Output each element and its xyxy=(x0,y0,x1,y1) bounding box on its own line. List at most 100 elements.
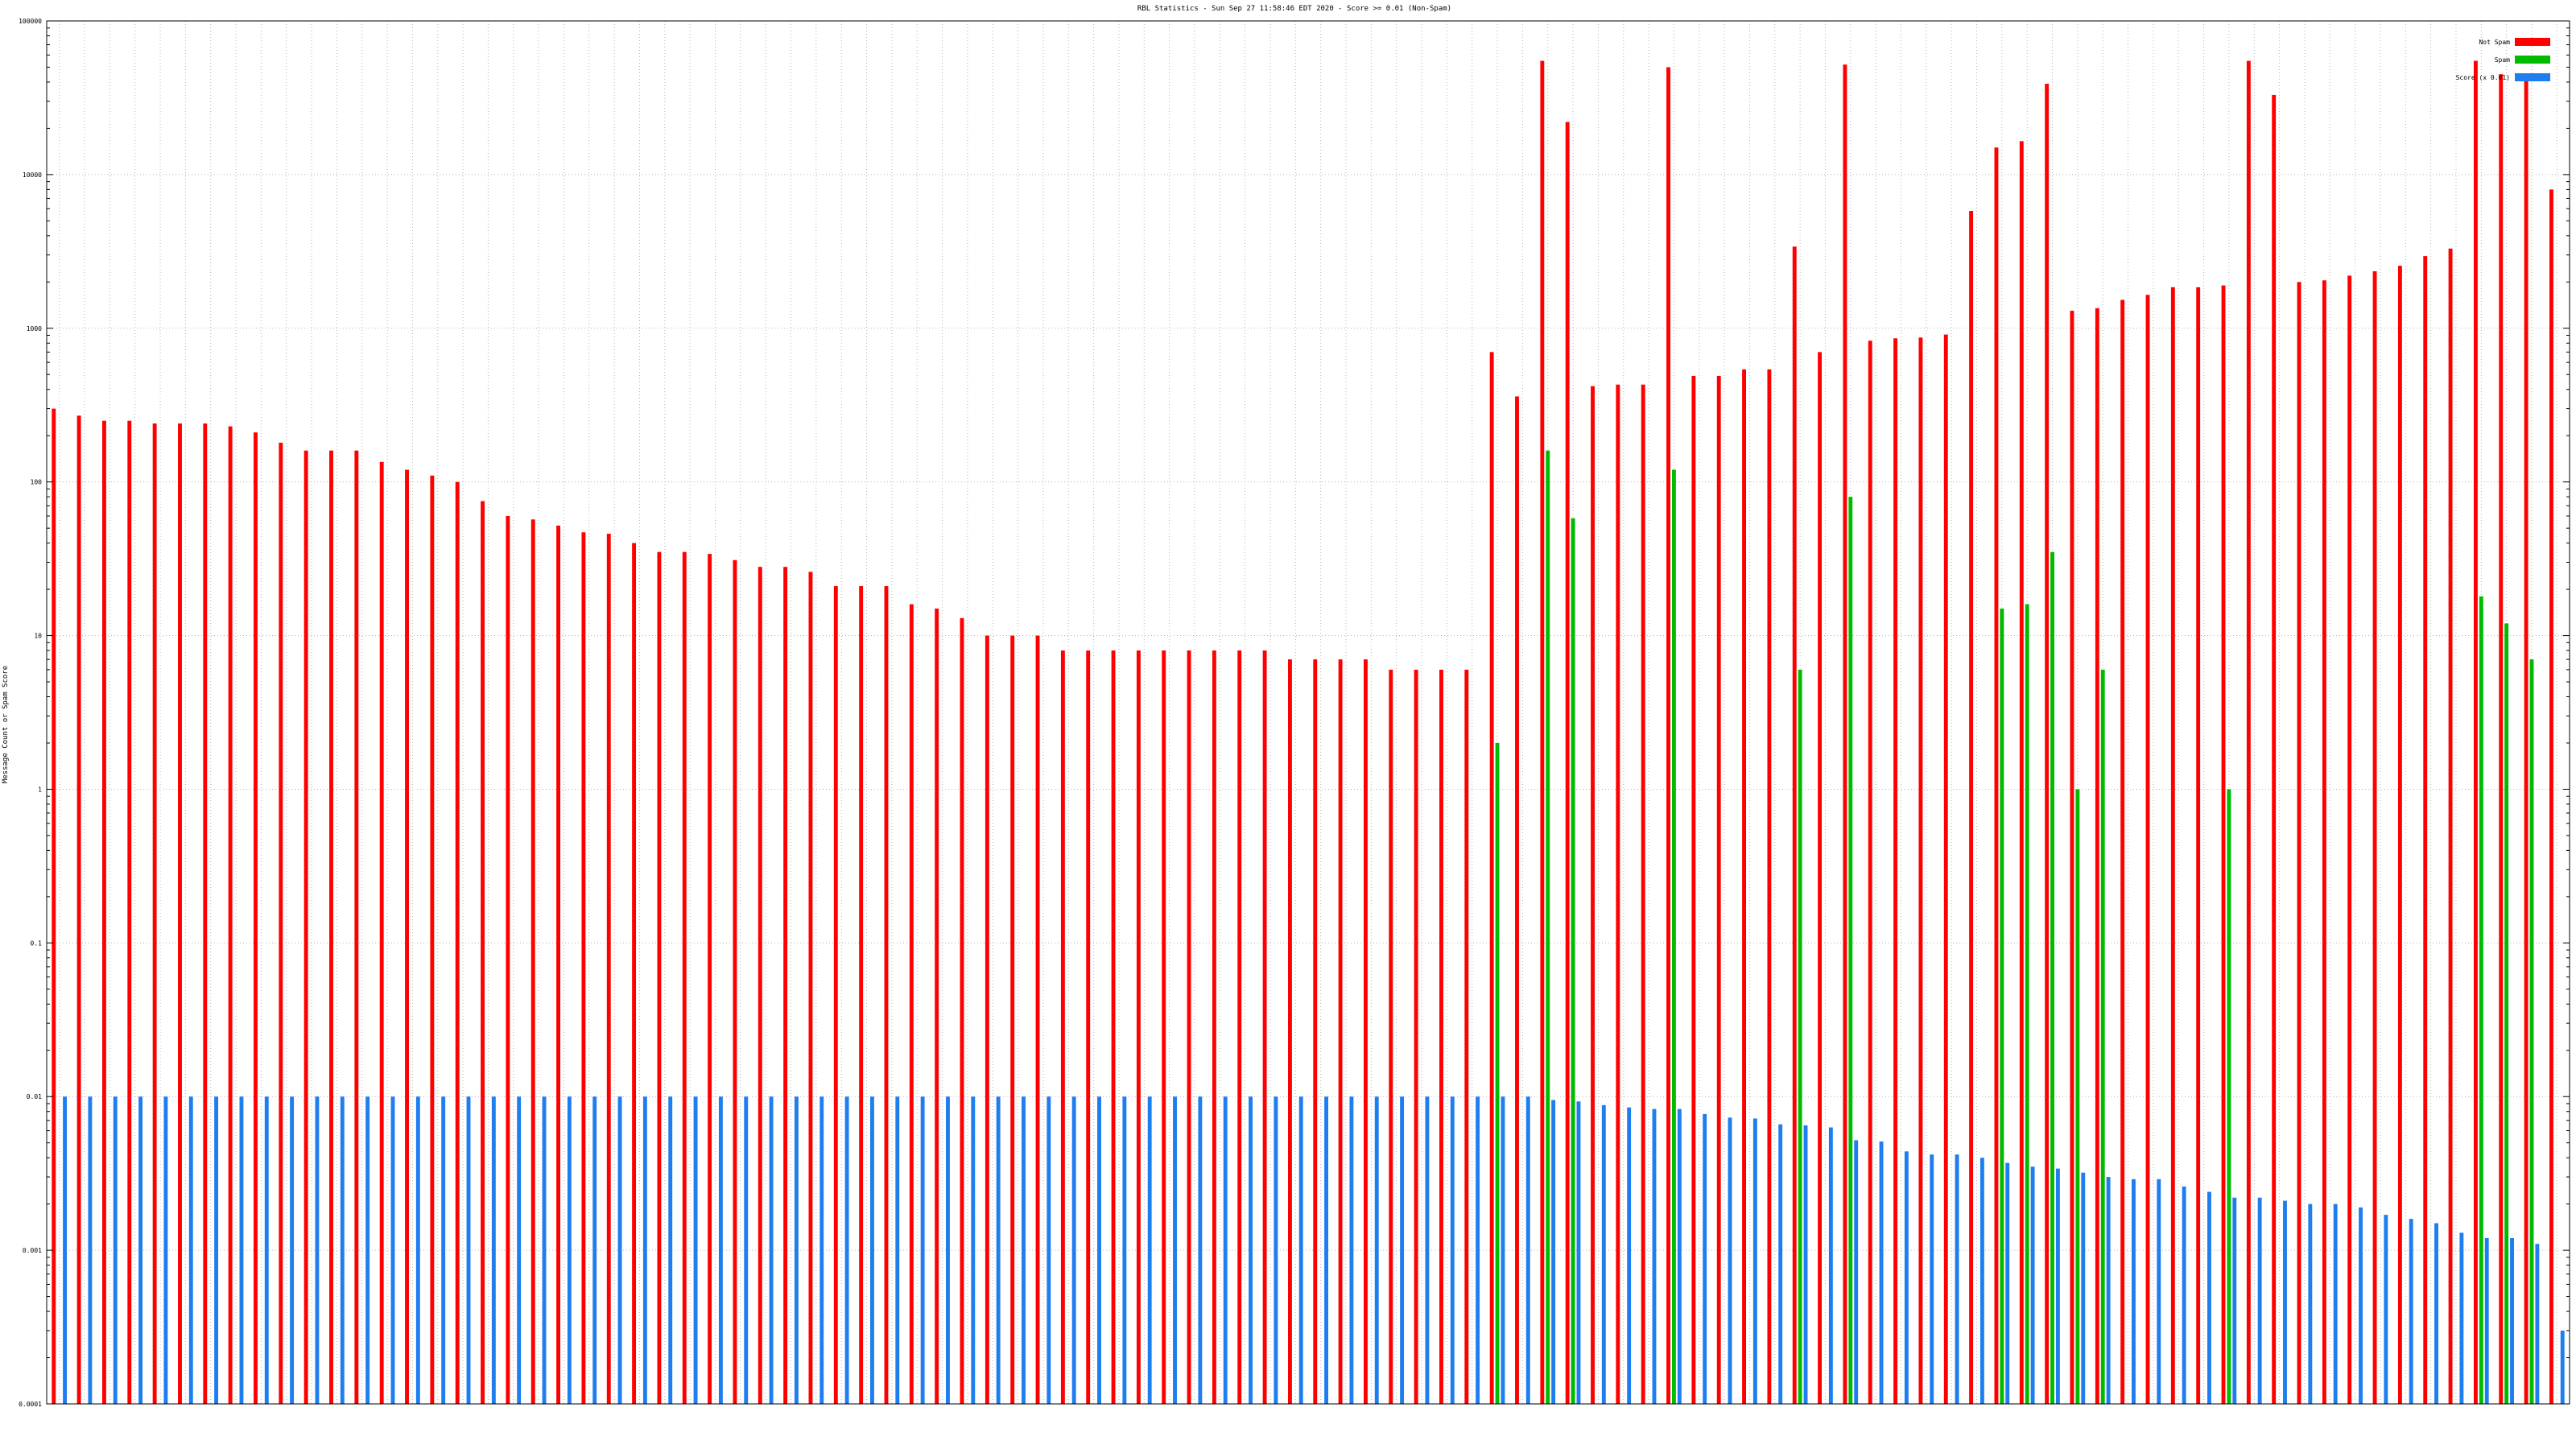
bar-score-x-0-01 xyxy=(1071,1096,1076,1404)
bar-not-spam xyxy=(2145,295,2150,1405)
bar-not-spam xyxy=(254,432,258,1404)
bar-not-spam xyxy=(1035,635,1040,1404)
y-tick-label: 1 xyxy=(38,786,42,793)
bar-not-spam xyxy=(1716,375,1721,1404)
bar-not-spam xyxy=(481,501,485,1404)
bar-score-x-0-01 xyxy=(794,1096,799,1404)
bar-score-x-0-01 xyxy=(1298,1096,1303,1404)
bar-score-x-0-01 xyxy=(1173,1096,1177,1404)
legend-label: Spam xyxy=(2495,56,2510,64)
bar-not-spam xyxy=(960,617,964,1404)
bar-not-spam xyxy=(2120,299,2125,1405)
y-tick-label: 10000 xyxy=(23,171,42,179)
bar-score-x-0-01 xyxy=(188,1096,193,1404)
bar-not-spam xyxy=(1364,659,1368,1404)
bar-not-spam xyxy=(1641,384,1645,1404)
bar-not-spam xyxy=(2070,311,2074,1405)
y-tick-label: 10 xyxy=(34,633,42,640)
bar-spam xyxy=(1495,742,1500,1404)
bar-score-x-0-01 xyxy=(542,1096,547,1404)
bar-score-x-0-01 xyxy=(1324,1096,1329,1404)
bar-not-spam xyxy=(1136,650,1141,1404)
bar-not-spam xyxy=(2397,266,2402,1404)
bar-not-spam xyxy=(2170,287,2175,1405)
bar-spam xyxy=(2025,604,2029,1404)
bar-not-spam xyxy=(556,525,561,1405)
bar-score-x-0-01 xyxy=(2106,1177,2111,1404)
bar-score-x-0-01 xyxy=(819,1096,824,1404)
bar-not-spam xyxy=(52,408,56,1405)
bar-not-spam xyxy=(1086,650,1091,1404)
bar-score-x-0-01 xyxy=(390,1096,395,1404)
chart-title: RBL Statistics - Sun Sep 27 11:58:46 EDT… xyxy=(1137,5,1451,13)
bar-not-spam xyxy=(632,543,637,1405)
bar-score-x-0-01 xyxy=(1627,1107,1632,1404)
bar-score-x-0-01 xyxy=(869,1096,874,1404)
bar-not-spam xyxy=(1843,64,1847,1405)
bar-not-spam xyxy=(2423,256,2428,1404)
bar-not-spam xyxy=(1969,211,1974,1404)
bar-not-spam xyxy=(329,450,333,1405)
bar-not-spam xyxy=(682,551,687,1405)
bar-score-x-0-01 xyxy=(113,1096,118,1404)
bar-spam xyxy=(1571,518,1575,1404)
bar-not-spam xyxy=(1313,659,1318,1404)
y-tick-labels: 0.0001 0.001 0.01 0.1 1 10 100 1000 10000 100000 xyxy=(19,18,42,1408)
bar-not-spam xyxy=(758,567,762,1405)
bar-not-spam xyxy=(455,481,460,1404)
bar-score-x-0-01 xyxy=(1576,1101,1581,1404)
bar-not-spam xyxy=(1540,60,1545,1404)
bar-score-x-0-01 xyxy=(2359,1207,2363,1404)
bar-not-spam xyxy=(1893,338,1898,1405)
bar-score-x-0-01 xyxy=(1677,1108,1682,1404)
bar-spam xyxy=(2504,623,2509,1404)
bar-score-x-0-01 xyxy=(214,1096,219,1404)
bar-score-x-0-01 xyxy=(63,1096,68,1404)
bar-not-spam xyxy=(2448,248,2453,1405)
legend-label: Score (x 0.01) xyxy=(2456,74,2510,81)
bar-not-spam xyxy=(152,423,157,1404)
bar-score-x-0-01 xyxy=(1274,1096,1278,1404)
bar-not-spam xyxy=(2499,74,2504,1404)
bar-not-spam xyxy=(859,586,864,1404)
bar-not-spam xyxy=(405,469,409,1405)
legend-label: Not Spam xyxy=(2479,39,2510,46)
bar-score-x-0-01 xyxy=(693,1096,698,1404)
bar-not-spam xyxy=(808,572,813,1404)
bar-score-x-0-01 xyxy=(1400,1096,1405,1404)
bar-not-spam xyxy=(1767,369,1772,1404)
bar-score-x-0-01 xyxy=(946,1096,950,1404)
bar-spam xyxy=(2100,669,2105,1404)
bar-score-x-0-01 xyxy=(1728,1117,1732,1404)
bar-score-x-0-01 xyxy=(844,1096,849,1404)
bar-not-spam xyxy=(733,559,737,1405)
bar-score-x-0-01 xyxy=(2510,1237,2514,1404)
bar-score-x-0-01 xyxy=(1525,1096,1530,1404)
bar-score-x-0-01 xyxy=(517,1096,522,1404)
bar-not-spam xyxy=(1616,384,1620,1404)
y-tick-label: 100000 xyxy=(19,18,42,25)
bar-spam xyxy=(2479,596,2483,1404)
bar-score-x-0-01 xyxy=(1501,1096,1505,1404)
bar-spam xyxy=(2075,789,2080,1404)
bar-not-spam xyxy=(228,426,233,1404)
bar-score-x-0-01 xyxy=(642,1096,647,1404)
bar-score-x-0-01 xyxy=(415,1096,420,1404)
bar-score-x-0-01 xyxy=(592,1096,597,1404)
bar-not-spam xyxy=(178,423,182,1404)
bar-score-x-0-01 xyxy=(2005,1162,2010,1404)
bar-not-spam xyxy=(708,554,712,1405)
bar-score-x-0-01 xyxy=(2283,1200,2287,1404)
bar-not-spam xyxy=(1742,369,1747,1404)
bar-not-spam xyxy=(279,442,283,1404)
bar-not-spam xyxy=(1414,669,1418,1404)
bar-not-spam xyxy=(2221,285,2226,1405)
bar-score-x-0-01 xyxy=(1551,1100,1556,1404)
bar-not-spam xyxy=(1162,650,1166,1404)
y-tick-label: 100 xyxy=(31,479,43,486)
bar-score-x-0-01 xyxy=(1979,1158,1984,1404)
bar-score-x-0-01 xyxy=(491,1096,496,1404)
bar-score-x-0-01 xyxy=(668,1096,673,1404)
bar-not-spam xyxy=(1464,669,1469,1404)
bar-score-x-0-01 xyxy=(1122,1096,1127,1404)
